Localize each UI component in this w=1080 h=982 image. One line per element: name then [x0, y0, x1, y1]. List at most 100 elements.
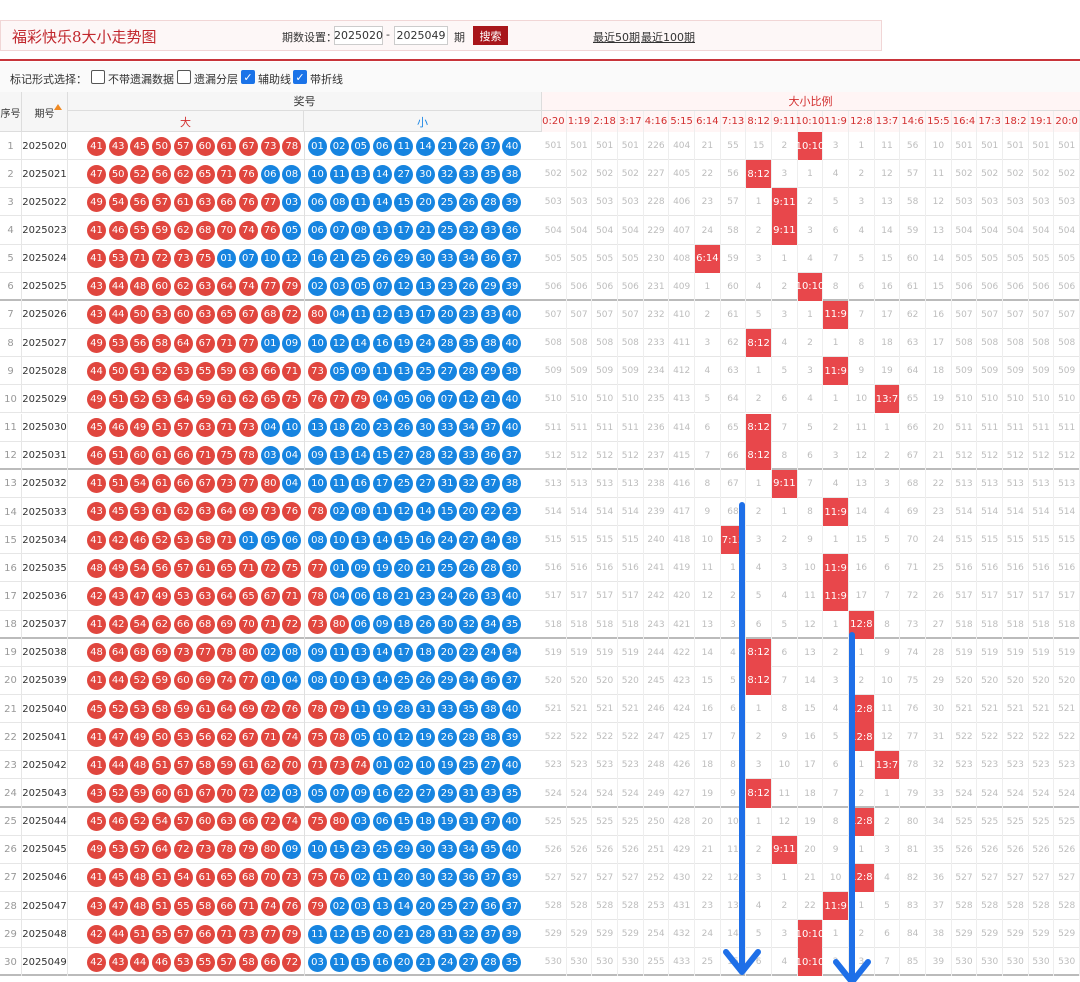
ball: 10: [329, 671, 349, 691]
ratio-miss: 4: [772, 582, 798, 611]
ratio-miss: 413: [669, 385, 695, 414]
link[interactable]: 最近50期: [593, 31, 640, 44]
ball: 59: [130, 783, 150, 803]
ratio-miss: 507: [952, 300, 978, 330]
ball: 75: [195, 249, 215, 269]
ball: 44: [108, 305, 128, 325]
ball: 01: [217, 249, 237, 269]
period-cell: 2025026: [22, 300, 68, 330]
row: [0, 273, 1080, 301]
ball: 33: [437, 249, 457, 269]
ball: 04: [260, 418, 280, 437]
ball: 11: [351, 699, 371, 719]
ball: 20: [459, 502, 479, 522]
ball: 76: [238, 192, 258, 212]
period-cell: 2025048: [22, 920, 68, 949]
ratio-miss: 511: [1054, 413, 1080, 442]
ratio-miss: 525: [1029, 807, 1055, 836]
ball: 60: [195, 136, 215, 156]
ball: 49: [130, 418, 150, 437]
checkbox[interactable]: ✓: [293, 70, 307, 84]
ratio-header: 17:3: [977, 111, 1003, 132]
ratio-miss: 505: [567, 244, 593, 273]
checkbox[interactable]: ✓: [241, 70, 255, 84]
header-cell[interactable]: 期号: [22, 92, 68, 132]
ratio-miss: 1: [849, 835, 875, 864]
ratio-hit: 10:10: [796, 948, 824, 977]
ratio-miss: 65: [721, 413, 747, 442]
ball: 28: [437, 333, 457, 353]
ball: 10: [308, 474, 327, 494]
ratio-miss: 15: [875, 244, 901, 273]
ratio-miss: 68: [900, 469, 926, 498]
ball: 77: [260, 277, 280, 297]
ratio-miss: 9: [798, 526, 824, 555]
ratio-miss: 58: [721, 216, 747, 245]
ratio-hit: 9:11: [772, 188, 798, 217]
ratio-header: 1:19: [567, 111, 593, 132]
ratio-header: 15:5: [926, 111, 952, 132]
ratio-miss: 523: [567, 751, 593, 780]
ball: 10: [260, 249, 280, 269]
ratio-hit: 10:10: [796, 272, 824, 301]
ball: 37: [502, 446, 522, 466]
ball: 06: [416, 389, 435, 409]
ball: 48: [87, 643, 106, 663]
ball: 18: [416, 812, 435, 832]
ball: 11: [394, 136, 414, 156]
ratio-miss: 23: [695, 188, 721, 217]
ball: 27: [459, 530, 479, 550]
ratio-miss: 513: [592, 469, 618, 498]
ratio-miss: 404: [669, 132, 695, 161]
ball: 25: [437, 220, 457, 240]
row: [0, 836, 1080, 864]
ball: 12: [394, 277, 414, 297]
ball: 47: [108, 896, 128, 916]
ratio-miss: 513: [541, 469, 567, 498]
ball: 74: [282, 812, 302, 832]
ratio-miss: 521: [567, 695, 593, 724]
ratio-miss: 3: [849, 188, 875, 217]
ball: 75: [308, 727, 327, 747]
ball: 08: [351, 502, 371, 522]
ball: 56: [152, 164, 172, 184]
ratio-miss: 8: [695, 469, 721, 498]
ratio-miss: 12: [875, 723, 901, 752]
ratio-miss: 16: [849, 554, 875, 583]
ball: 68: [195, 615, 215, 635]
ratio-miss: 521: [1003, 695, 1029, 724]
period-from-input[interactable]: 2025020: [334, 26, 383, 45]
ratio-miss: 508: [1029, 329, 1055, 358]
ratio-miss: 513: [1054, 469, 1080, 498]
search-button[interactable]: 搜索: [473, 26, 508, 45]
period-cell: 2025047: [22, 892, 68, 921]
ball: 14: [351, 446, 371, 466]
ratio-miss: 505: [977, 244, 1003, 273]
ball: 53: [173, 586, 193, 606]
ball: 52: [108, 783, 128, 803]
ratio-miss: 521: [977, 695, 1003, 724]
ratio-miss: 507: [541, 300, 567, 330]
ball: 69: [217, 615, 237, 635]
period-to-input[interactable]: 2025049: [394, 26, 448, 45]
ratio-miss: 528: [618, 892, 644, 921]
ball: 80: [308, 305, 327, 325]
ratio-header: 18:2: [1003, 111, 1029, 132]
ball: 53: [130, 699, 150, 719]
ratio-miss: 4: [746, 892, 772, 921]
ball: 30: [416, 840, 435, 860]
ratio-miss: 8: [823, 807, 849, 836]
ratio-miss: 11: [695, 554, 721, 583]
ratio-miss: 63: [900, 329, 926, 358]
checkbox[interactable]: [91, 70, 105, 84]
ratio-miss: 433: [669, 948, 695, 977]
ball: 71: [217, 333, 237, 353]
ball: 10: [329, 530, 349, 550]
ratio-miss: 8: [721, 751, 747, 780]
checkbox[interactable]: [177, 70, 191, 84]
ball: 78: [282, 136, 302, 156]
ratio-miss: 3: [746, 526, 772, 555]
link[interactable]: 最近100期: [641, 31, 695, 44]
ratio-miss: 7: [695, 441, 721, 470]
ball: 14: [416, 136, 435, 156]
